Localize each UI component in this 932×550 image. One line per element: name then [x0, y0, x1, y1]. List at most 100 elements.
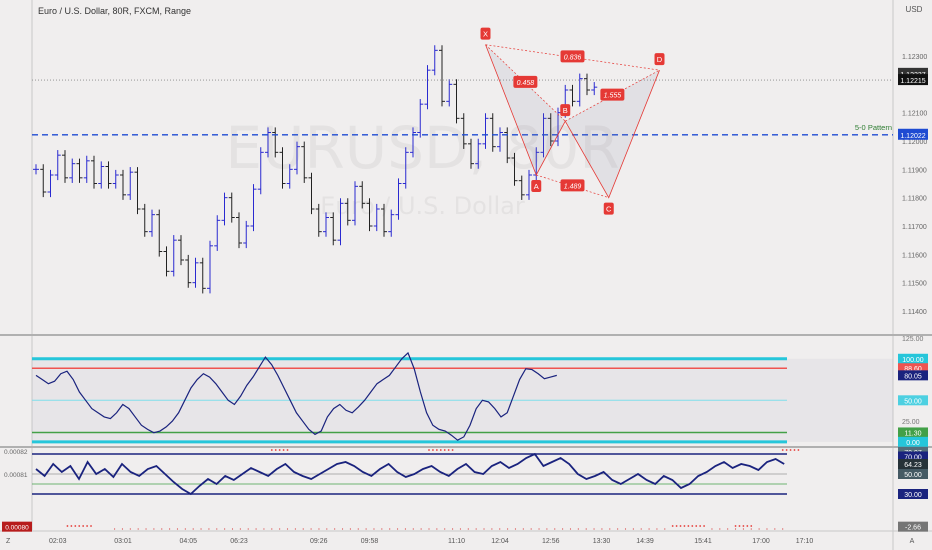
oscillator-tick-label: 125.00	[902, 336, 924, 343]
signal-dot	[727, 528, 729, 530]
signal-dot	[671, 525, 674, 527]
signal-dot	[656, 528, 658, 530]
signal-dot	[294, 528, 296, 530]
signal-dot	[675, 525, 678, 527]
oscillator-tag-label: 50.00	[904, 398, 922, 405]
ohlc-bar	[156, 209, 163, 257]
signal-dot	[439, 449, 442, 451]
signal-dot	[766, 528, 768, 530]
ohlc-bar	[207, 240, 213, 294]
signal-dot	[554, 528, 556, 530]
signal-dot	[679, 525, 682, 527]
signal-dot	[278, 449, 281, 451]
signal-dot	[66, 525, 69, 527]
oscillator-tag	[898, 427, 928, 438]
ohlc-bar	[91, 155, 97, 189]
ratio-line	[485, 44, 660, 71]
price-tag	[898, 74, 928, 86]
signal-dot	[192, 528, 194, 530]
signal-dot	[793, 449, 796, 451]
ohlc-bar	[192, 257, 199, 288]
harmonic-pattern: 0.458 0.836 1.555 1.489 X A B C D	[480, 27, 665, 215]
signal-dot	[255, 528, 257, 530]
ohlc-bar	[460, 113, 467, 149]
signal-dot	[286, 528, 289, 530]
pattern-fill-xab	[485, 44, 566, 175]
signal-dot	[577, 528, 579, 530]
indicator-left-label: 0.00082	[4, 449, 28, 456]
signal-dot	[447, 449, 450, 451]
signal-dot	[279, 528, 281, 530]
indicator-tag-label: 64.23	[904, 462, 922, 469]
signal-dot	[734, 528, 737, 530]
signal-dot	[444, 528, 446, 530]
signal-dot	[86, 525, 88, 527]
signal-dot	[365, 528, 367, 530]
signal-dot	[274, 449, 277, 451]
ohlc-bar	[33, 164, 39, 175]
signal-dot	[420, 528, 422, 530]
ratio-label: 1.489	[564, 183, 582, 190]
signal-dot	[530, 528, 532, 530]
ohlc-bar	[431, 45, 438, 76]
pattern-point-badge	[480, 27, 491, 40]
ratio-badge	[600, 88, 625, 101]
time-tick-label: 06:23	[230, 538, 248, 545]
signal-dot	[145, 528, 147, 530]
ohlc-bar	[294, 141, 300, 175]
indicator-tag	[898, 459, 928, 469]
oscillator-tick-label: 25.00	[902, 419, 920, 426]
signal-dot	[514, 528, 517, 530]
ohlc-bar	[373, 203, 380, 232]
signal-dot	[373, 528, 375, 530]
signal-dot	[432, 449, 434, 451]
oscillator-line	[35, 351, 557, 441]
time-tick-label: 02:03	[49, 538, 67, 545]
pattern-point-badge	[531, 180, 542, 192]
ohlc-bar	[344, 198, 351, 226]
ohlc-bar	[468, 138, 474, 169]
time-tick-label: 17:10	[796, 538, 814, 545]
pattern-point-badge	[603, 202, 614, 215]
indicator-tag-label: -2.66	[905, 525, 921, 532]
ohlc-bar	[366, 198, 373, 232]
signal-dot	[734, 525, 737, 527]
ohlc-bar	[54, 150, 61, 181]
indicator-left-label: 0.00080	[5, 525, 29, 532]
signal-dot	[389, 528, 391, 530]
oscillator-tag	[898, 370, 928, 381]
signal-dot	[569, 528, 572, 530]
signal-dot	[341, 528, 344, 530]
signal-dot	[435, 449, 438, 451]
time-tick-label: 04:05	[179, 538, 197, 545]
signal-dot	[404, 528, 407, 530]
signal-dot	[224, 528, 226, 530]
ohlc-bar	[489, 113, 496, 152]
signal-dot	[302, 528, 304, 530]
ohlc-bar	[323, 212, 329, 237]
signal-dot	[231, 528, 234, 530]
price-tag	[898, 67, 928, 79]
ohlc-bar	[482, 113, 489, 149]
time-tick-label: 03:01	[114, 538, 132, 545]
ohlc-bar	[424, 65, 431, 110]
signal-dot	[381, 528, 383, 530]
pattern-fill-bcd	[565, 70, 660, 198]
oscillator-tag-label: 80.05	[904, 373, 922, 380]
oscillator-tag-label: 0.00	[906, 440, 920, 447]
signal-dot	[396, 528, 399, 530]
ohlc-bar	[315, 203, 322, 237]
ohlc-bar	[83, 155, 90, 183]
signal-dot	[546, 528, 548, 530]
oscillator-tag-label: 88.60	[904, 366, 922, 373]
ohlc-bar	[453, 79, 460, 124]
ohlc-bar	[250, 184, 257, 232]
signal-dot	[797, 449, 800, 451]
ohlc-bar	[410, 127, 416, 158]
ohlc-bar	[272, 127, 279, 158]
signal-dot	[648, 528, 650, 530]
indicator-tag	[898, 521, 928, 532]
price-tick-label: 1.11700	[902, 224, 927, 231]
ohlc-bar	[526, 169, 532, 200]
ratio-line	[485, 44, 566, 122]
